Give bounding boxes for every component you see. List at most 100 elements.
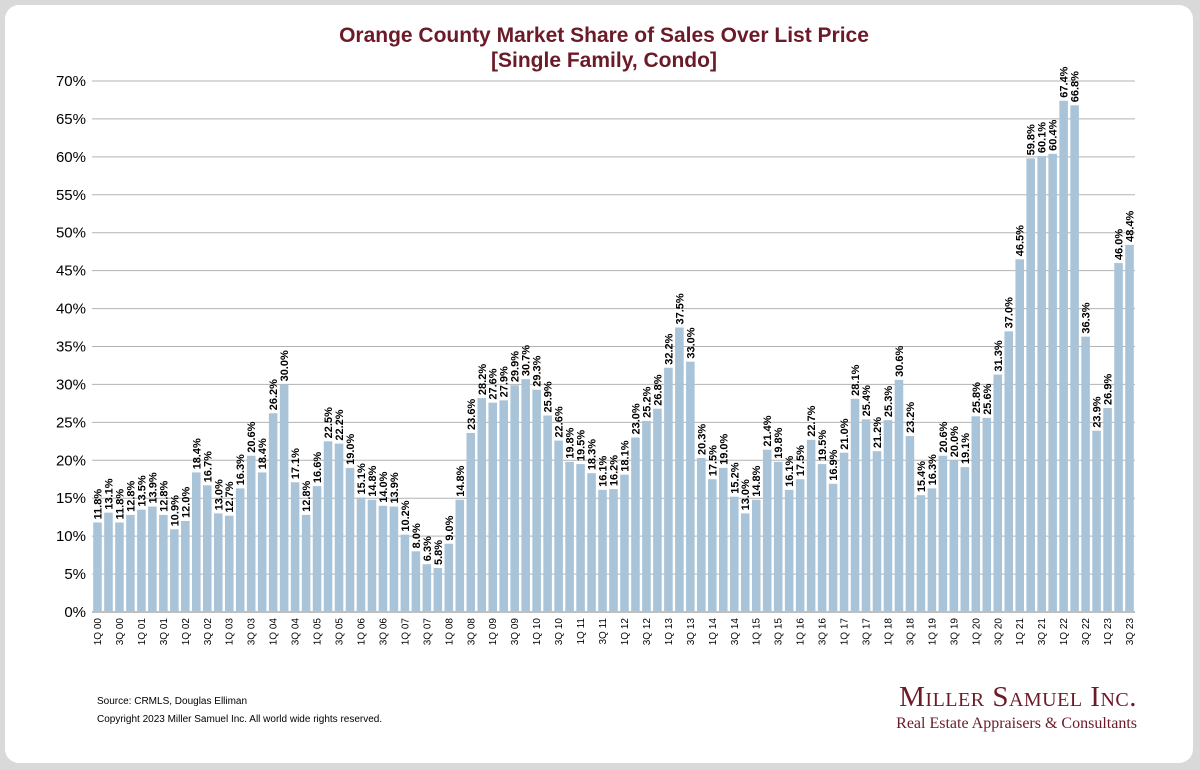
- bar-value-label: 10.2%: [400, 500, 412, 531]
- bar: [532, 389, 541, 612]
- bar-value-label: 6.3%: [422, 536, 434, 561]
- bar-value-label: 30.7%: [521, 345, 533, 376]
- bar: [565, 461, 574, 612]
- bar-value-label: 13.0%: [213, 479, 225, 510]
- x-tick-label: 1Q 10: [532, 618, 543, 646]
- bar-value-label: 5.8%: [433, 540, 445, 565]
- bar-value-label: 17.1%: [290, 448, 302, 479]
- bar: [521, 379, 530, 612]
- x-tick-label: 3Q 22: [1081, 618, 1092, 646]
- bar-value-label: 18.4%: [191, 438, 203, 469]
- x-tick-label: 1Q 16: [796, 618, 807, 646]
- bar: [181, 520, 190, 612]
- bar-value-label: 23.2%: [905, 402, 917, 433]
- bar-value-label: 25.2%: [641, 386, 653, 417]
- bar: [740, 513, 750, 612]
- y-tick-label: 50%: [56, 225, 86, 242]
- data-labels: 11.8%13.1%11.8%12.8%13.5%13.9%12.8%10.9%…: [92, 66, 1136, 565]
- bar: [598, 489, 607, 612]
- bar-value-label: 25.6%: [982, 383, 994, 414]
- bar-value-label: 20.3%: [696, 424, 708, 455]
- bar: [708, 479, 717, 612]
- bar: [784, 489, 794, 612]
- chart-card: Orange County Market Share of Sales Over…: [5, 5, 1193, 763]
- bar: [697, 458, 706, 612]
- bar: [960, 467, 970, 612]
- bar: [477, 398, 487, 612]
- company-logo-tagline: Real Estate Appraisers & Consultants: [896, 715, 1137, 732]
- bar: [982, 417, 992, 612]
- bar-value-label: 8.0%: [411, 523, 423, 548]
- bar: [817, 464, 827, 612]
- x-tick-label: 3Q 13: [686, 618, 697, 646]
- y-tick-label: 45%: [56, 263, 86, 280]
- bar: [850, 398, 860, 612]
- bar: [993, 374, 1003, 612]
- bar-value-label: 22.7%: [806, 405, 818, 436]
- bar-value-label: 22.5%: [323, 407, 335, 438]
- x-tick-label: 1Q 15: [752, 618, 763, 646]
- bar: [389, 506, 399, 612]
- bar-value-label: 12.8%: [301, 480, 313, 511]
- bar: [235, 488, 245, 612]
- bar: [773, 461, 783, 612]
- chart-title: Orange County Market Share of Sales Over…: [339, 24, 869, 47]
- x-tick-label: 3Q 15: [774, 618, 785, 646]
- bar: [213, 513, 223, 612]
- bar-value-label: 14.8%: [367, 465, 379, 496]
- bar: [1048, 153, 1057, 612]
- bar: [620, 474, 629, 612]
- bar: [334, 443, 344, 612]
- bar: [543, 415, 552, 612]
- bar-value-label: 25.8%: [971, 382, 983, 413]
- bar-value-label: 18.4%: [257, 438, 269, 469]
- bar-value-label: 37.5%: [674, 293, 686, 324]
- bar: [170, 529, 179, 612]
- bar: [751, 499, 761, 612]
- bar: [510, 385, 519, 612]
- x-tick-label: 1Q 17: [840, 618, 851, 646]
- y-tick-label: 35%: [56, 339, 86, 356]
- bar-value-label: 12.0%: [180, 487, 192, 518]
- bar-value-label: 26.8%: [652, 374, 664, 405]
- x-tick-label: 1Q 09: [488, 618, 499, 646]
- bar-value-label: 10.9%: [169, 495, 181, 526]
- bar: [422, 564, 432, 612]
- y-tick-label: 40%: [56, 301, 86, 318]
- bar: [905, 436, 915, 612]
- x-tick-label: 1Q 20: [971, 618, 982, 646]
- bar-value-label: 66.8%: [1070, 71, 1082, 102]
- bar-value-label: 20.6%: [246, 421, 258, 452]
- bar-value-label: 19.0%: [718, 433, 730, 464]
- bar-value-label: 14.8%: [455, 465, 467, 496]
- bar-value-label: 31.3%: [993, 340, 1005, 371]
- bar-value-label: 25.9%: [543, 381, 555, 412]
- bar: [916, 495, 926, 612]
- bar-value-label: 16.9%: [828, 449, 840, 480]
- y-tick-label: 5%: [64, 566, 86, 583]
- bar: [938, 455, 948, 612]
- bar-value-label: 60.4%: [1048, 119, 1060, 150]
- x-tick-label: 3Q 14: [730, 618, 741, 646]
- bar: [488, 402, 498, 612]
- bars: [93, 100, 1134, 613]
- bar: [312, 486, 322, 612]
- bar-value-label: 16.6%: [312, 452, 324, 483]
- x-tick-label: 3Q 20: [993, 618, 1004, 646]
- bar-value-label: 23.9%: [1092, 396, 1104, 427]
- bar-value-label: 13.1%: [103, 478, 115, 509]
- x-axis: 1Q 00 3Q 00 1Q 01 3Q 01 1Q 02 3Q 02 1Q 03 3Q 03…: [93, 618, 1136, 646]
- bar-value-label: 14.0%: [378, 471, 390, 502]
- bar: [115, 522, 124, 612]
- x-tick-label: 1Q 14: [708, 618, 719, 646]
- bar-value-label: 27.9%: [499, 366, 511, 397]
- y-axis: 0% 5% 10% 15% 20% 25% 30% 35% 40% 45% 50% 55% 60% 65%…: [56, 73, 86, 621]
- bar-value-label: 25.4%: [861, 385, 873, 416]
- bar-value-label: 32.2%: [663, 333, 675, 364]
- bar-value-label: 33.0%: [685, 327, 697, 358]
- bar: [828, 483, 838, 612]
- x-tick-label: 1Q 21: [1015, 618, 1026, 646]
- bar: [126, 514, 135, 612]
- bar: [1037, 156, 1046, 612]
- bar: [631, 437, 640, 612]
